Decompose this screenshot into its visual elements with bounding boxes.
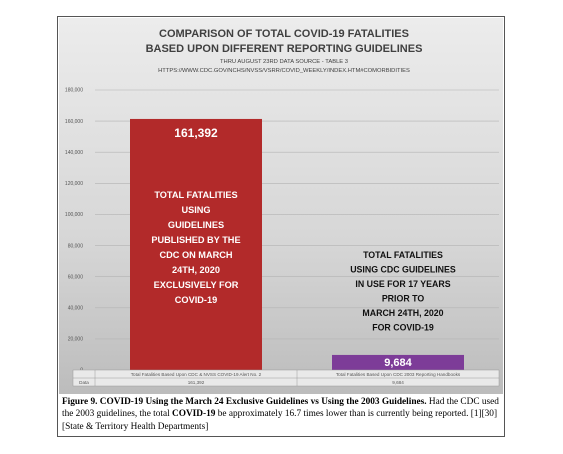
- bar-1-annotation-line: 24TH, 2020: [172, 265, 220, 275]
- chart-subtitle-line1: THRU AUGUST 23RD DATA SOURCE - TABLE 3: [220, 59, 348, 65]
- bar-chart: COMPARISON OF TOTAL COVID-19 FATALITIES …: [59, 18, 503, 394]
- y-tick-label: 100,000: [65, 212, 83, 218]
- bar-1-annotation-line: GUIDELINES: [168, 220, 224, 230]
- bar-1-annotation-line: CDC ON MARCH: [160, 250, 233, 260]
- bar-2-value-label: 9,684: [384, 357, 412, 369]
- y-tick-label: 120,000: [65, 181, 83, 187]
- bar-2-annotation-line: PRIOR TO: [382, 294, 425, 304]
- bar-2-annotation-line: FOR COVID-19: [372, 323, 434, 333]
- x-category-label: Total Fatalities Based Upon CDC & NVSS C…: [131, 372, 262, 377]
- bar-2-annotation-line: TOTAL FATALITIES: [363, 250, 443, 260]
- y-tick-label: 80,000: [68, 243, 84, 249]
- y-axis: 020,00040,00060,00080,000100,000120,0001…: [65, 88, 83, 374]
- y-tick-label: 60,000: [68, 274, 84, 280]
- caption-text-1: Had the CDC used the 2003 guidelines, th…: [62, 397, 499, 420]
- y-tick-label: 140,000: [65, 150, 83, 156]
- bars: 161,392 9,684: [130, 118, 464, 371]
- bar-annotations: TOTAL FATALITIES USING GUIDELINES PUBLISHED…: [151, 190, 456, 333]
- x-category-label: Total Fatalities Based Upon CDC 2003 Rep…: [336, 372, 461, 377]
- chart-background: [59, 18, 503, 394]
- bar-2-annotation-line: IN USE FOR 17 YEARS: [355, 279, 450, 289]
- bar-1-annotation-line: EXCLUSIVELY FOR: [154, 280, 239, 290]
- caption-bold-term: COVID-19: [172, 409, 216, 420]
- bar-1-annotation-line: USING: [181, 205, 210, 215]
- bar-1-annotation-line: COVID-19: [175, 295, 217, 305]
- data-table-row-label: Data: [79, 380, 89, 385]
- chart-title-line2: BASED UPON DIFFERENT REPORTING GUIDELINE…: [146, 43, 423, 55]
- caption-text-2: be approximately 16.7 times lower than i…: [62, 409, 498, 432]
- data-table-value: 9,684: [392, 380, 404, 385]
- bar-1-value-label: 161,392: [174, 126, 218, 140]
- y-tick-label: 160,000: [65, 119, 83, 125]
- bar-1-annotation-line: TOTAL FATALITIES: [154, 190, 237, 200]
- y-tick-label: 20,000: [68, 337, 84, 343]
- y-tick-label: 40,000: [68, 305, 84, 311]
- data-table-value: 161,392: [188, 380, 205, 385]
- bar-2-annotation-line: MARCH 24TH, 2020: [362, 308, 443, 318]
- chart-title-line1: COMPARISON OF TOTAL COVID-19 FATALITIES: [159, 28, 409, 40]
- bar-2-annotation-line: USING CDC GUIDELINES: [350, 265, 456, 275]
- chart-subtitle-line2: HTTPS://WWW.CDC.GOV/NCHS/NVSS/VSRR/COVID…: [158, 68, 410, 74]
- caption-label: Figure 9. COVID-19 Using the March 24 Ex…: [62, 397, 427, 407]
- data-table: Total Fatalities Based Upon CDC & NVSS C…: [72, 369, 500, 387]
- bar-1-annotation-line: PUBLISHED BY THE: [151, 235, 240, 245]
- figure-caption: Figure 9. COVID-19 Using the March 24 Ex…: [62, 396, 500, 433]
- bar-2: [332, 354, 464, 370]
- bar-1: [130, 118, 262, 371]
- y-tick-label: 180,000: [65, 88, 83, 94]
